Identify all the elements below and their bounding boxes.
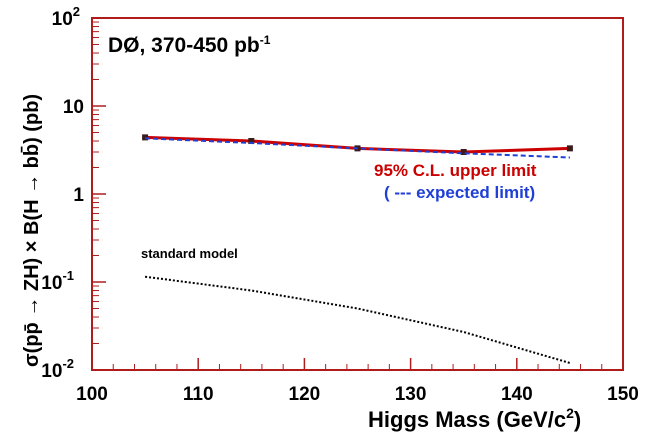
expected-limit-label: ( --- expected limit): [384, 183, 535, 202]
chart-title: DØ, 370-450 pb-1: [108, 33, 271, 57]
data-point: [248, 138, 255, 145]
y-tick-label: 10-1: [41, 268, 74, 294]
plot-frame: [91, 17, 624, 371]
x-tick-label: 150: [607, 384, 639, 405]
x-tick-label: 120: [289, 384, 321, 405]
standard-model-label: standard model: [141, 246, 238, 261]
x-axis-label: Higgs Mass (GeV/c2): [368, 405, 581, 432]
y-tick-label: 102: [52, 4, 80, 30]
y-tick-label: 10: [63, 97, 84, 118]
y-tick-label: 10-2: [41, 356, 74, 382]
series-line-2: [144, 275, 571, 364]
series-group: [142, 134, 573, 364]
data-point: [566, 145, 573, 152]
x-tick-label: 100: [76, 384, 108, 405]
series-line-1: [145, 137, 570, 159]
x-tick-label: 110: [183, 384, 214, 405]
y-axis-label: σ(pp̄ → ZH) × B(H → bb̄) (pb): [21, 94, 43, 367]
data-point: [460, 149, 467, 156]
data-point: [142, 134, 149, 141]
y-tick-label: 1: [73, 185, 84, 206]
upper-limit-label: 95% C.L. upper limit: [374, 161, 537, 180]
x-tick-label: 130: [395, 384, 427, 405]
x-tick-label: 140: [501, 384, 533, 405]
